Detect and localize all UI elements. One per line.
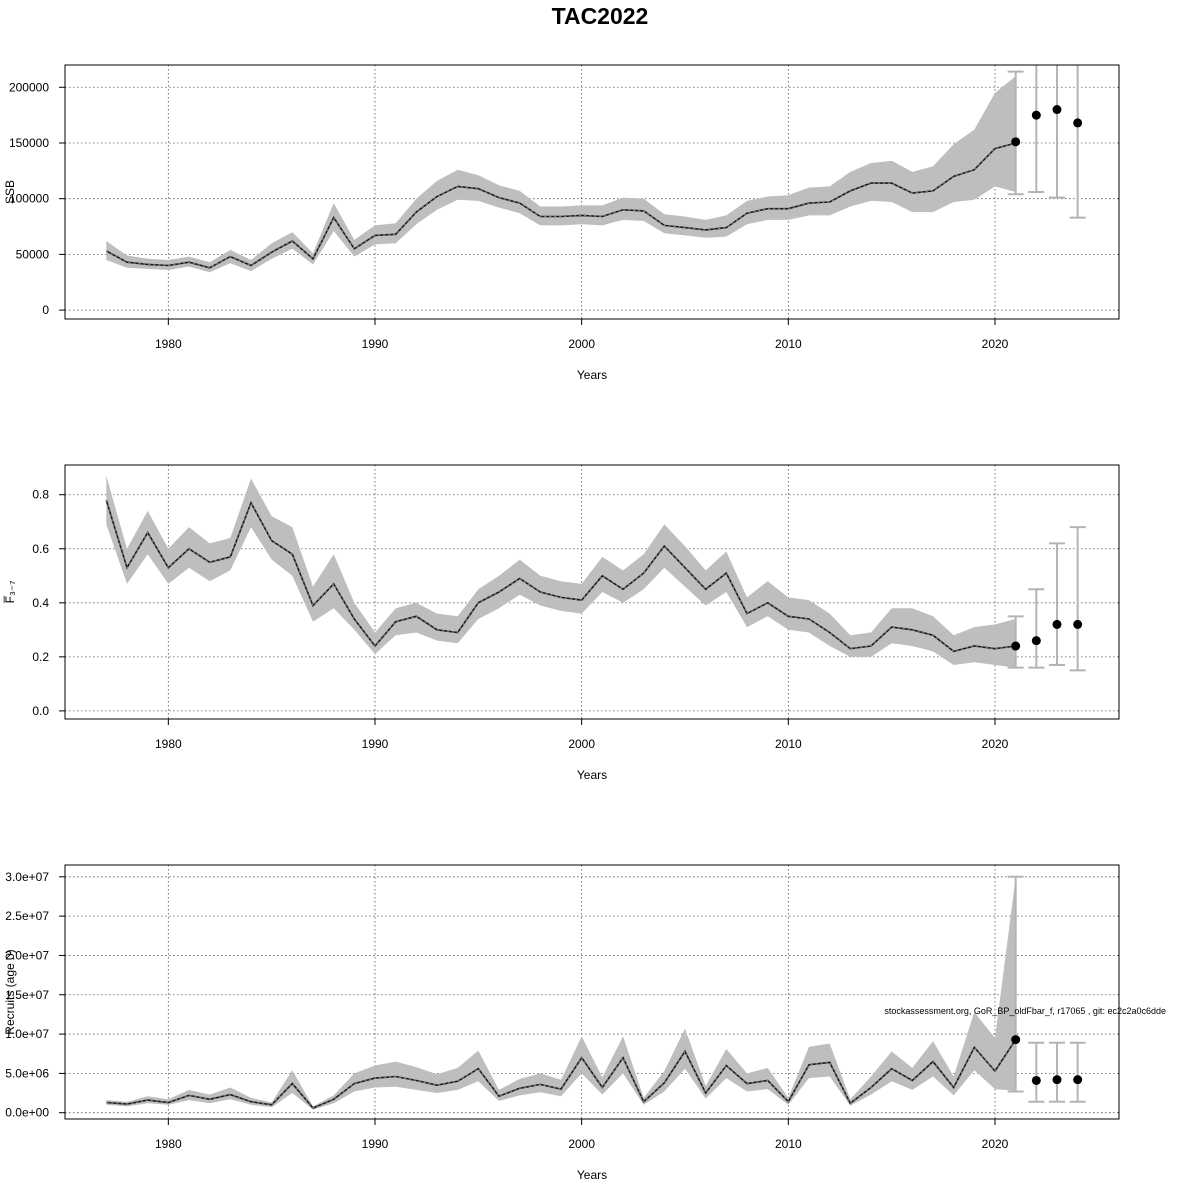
x-tick-label: 1980 (155, 737, 182, 751)
y-tick-label: 100000 (9, 192, 49, 206)
projection-errorbar (1069, 65, 1086, 219)
x-tick-label: 1980 (155, 1137, 182, 1151)
x-tick-label: 1990 (362, 737, 389, 751)
x-tick-label: 2000 (568, 1137, 595, 1151)
y-tick-label: 0.0 (32, 704, 49, 718)
estimate-line-dotted (106, 1039, 1017, 1109)
x-tick-label: 2020 (982, 337, 1009, 351)
y-axis-label: F̅₃₋₇ (3, 581, 17, 604)
projection-point (1073, 118, 1083, 128)
x-axis-label: Years (577, 368, 607, 382)
projection-errorbar (1049, 65, 1065, 199)
y-axis-label: Recruits (age 0) (3, 949, 17, 1034)
projection-errorbar (1049, 542, 1065, 666)
x-axis: 1980 1990 2000 2010 2020 Years (155, 718, 1009, 782)
projection-errorbar (1069, 1041, 1086, 1103)
x-tick-label: 1980 (155, 337, 182, 351)
y-axis: 0.0e+00 5.0e+06 1.0e+07 1.5e+07 2.0e+07 2.5e+… (3, 870, 65, 1120)
y-tick-label: 0.0e+00 (5, 1106, 49, 1120)
projection-errorbar (1028, 1041, 1045, 1103)
y-axis-label: SSB (3, 180, 17, 204)
projection-point (1073, 619, 1083, 629)
y-tick-label: 3.0e+07 (5, 870, 49, 884)
x-tick-label: 1990 (362, 1137, 389, 1151)
y-tick-label: 1.0e+07 (5, 1027, 49, 1041)
x-axis-label: Years (577, 768, 607, 782)
projection-errorbar (1049, 1041, 1065, 1103)
x-tick-label: 2010 (775, 737, 802, 751)
projection-point (1052, 105, 1062, 115)
projection-errorbar (1028, 588, 1045, 669)
panel-2: 1980 1990 2000 2010 2020 Years 0.0 0.2 0.4 0.6 0.8… (3, 464, 1120, 782)
projection-point (1031, 636, 1041, 646)
x-tick-label: 2000 (568, 737, 595, 751)
y-axis: 0.0 0.2 0.4 0.6 0.8 F̅₃₋₇ (3, 488, 65, 718)
figure-title: TAC2022 (552, 3, 649, 29)
confidence-band (106, 475, 1016, 668)
projection-point (1052, 619, 1062, 629)
x-axis: 1980 1990 2000 2010 2020 Years (155, 1118, 1009, 1182)
y-tick-label: 200000 (9, 80, 49, 94)
y-tick-label: 0.6 (32, 542, 49, 556)
x-tick-label: 2000 (568, 337, 595, 351)
estimate-line (105, 142, 1016, 269)
y-tick-label: 1.5e+07 (5, 988, 49, 1002)
y-axis: 0 50000 100000 150000 200000 SSB (3, 80, 65, 317)
confidence-band (106, 876, 1016, 1110)
projection-point (1011, 641, 1021, 651)
x-tick-label: 2010 (775, 1137, 802, 1151)
projection-point (1011, 1035, 1021, 1045)
x-axis-label: Years (577, 1168, 607, 1182)
projection-point (1011, 137, 1021, 147)
y-tick-label: 0.8 (32, 488, 49, 502)
x-axis: 1980 1990 2000 2010 2020 Years (155, 318, 1009, 382)
x-tick-label: 2020 (982, 737, 1009, 751)
projection-errorbar (1007, 70, 1024, 196)
projection-errorbar (1028, 65, 1045, 193)
y-tick-label: 2.0e+07 (5, 948, 49, 962)
source-note: stockassessment.org, GoR_BP_oldFbar_f, r… (884, 1006, 1166, 1016)
panel-1: 1980 1990 2000 2010 2020 Years 0 50000 100000 150… (3, 64, 1120, 382)
projection-errorbar (1069, 526, 1086, 672)
y-tick-label: 50000 (16, 247, 50, 261)
y-tick-label: 0.2 (32, 650, 49, 664)
y-tick-label: 2.5e+07 (5, 909, 49, 923)
projection-errorbar (1007, 875, 1024, 1093)
y-tick-label: 0.4 (32, 596, 49, 610)
projection-point (1031, 110, 1041, 120)
x-tick-label: 2020 (982, 1137, 1009, 1151)
confidence-band (106, 76, 1016, 273)
estimate-line-dotted (106, 142, 1016, 269)
y-tick-label: 5.0e+06 (5, 1066, 49, 1080)
panel-3: 1980 1990 2000 2010 2020 Years 0.0e+00 5.0e+06 1… (3, 864, 1120, 1182)
estimate-line-dotted (105, 499, 1016, 652)
x-tick-label: 1990 (362, 337, 389, 351)
projection-point (1073, 1075, 1083, 1085)
x-tick-label: 2010 (775, 337, 802, 351)
projection-point (1031, 1075, 1041, 1085)
y-tick-label: 0 (42, 303, 49, 317)
y-tick-label: 150000 (9, 136, 49, 150)
projection-point (1052, 1075, 1062, 1085)
